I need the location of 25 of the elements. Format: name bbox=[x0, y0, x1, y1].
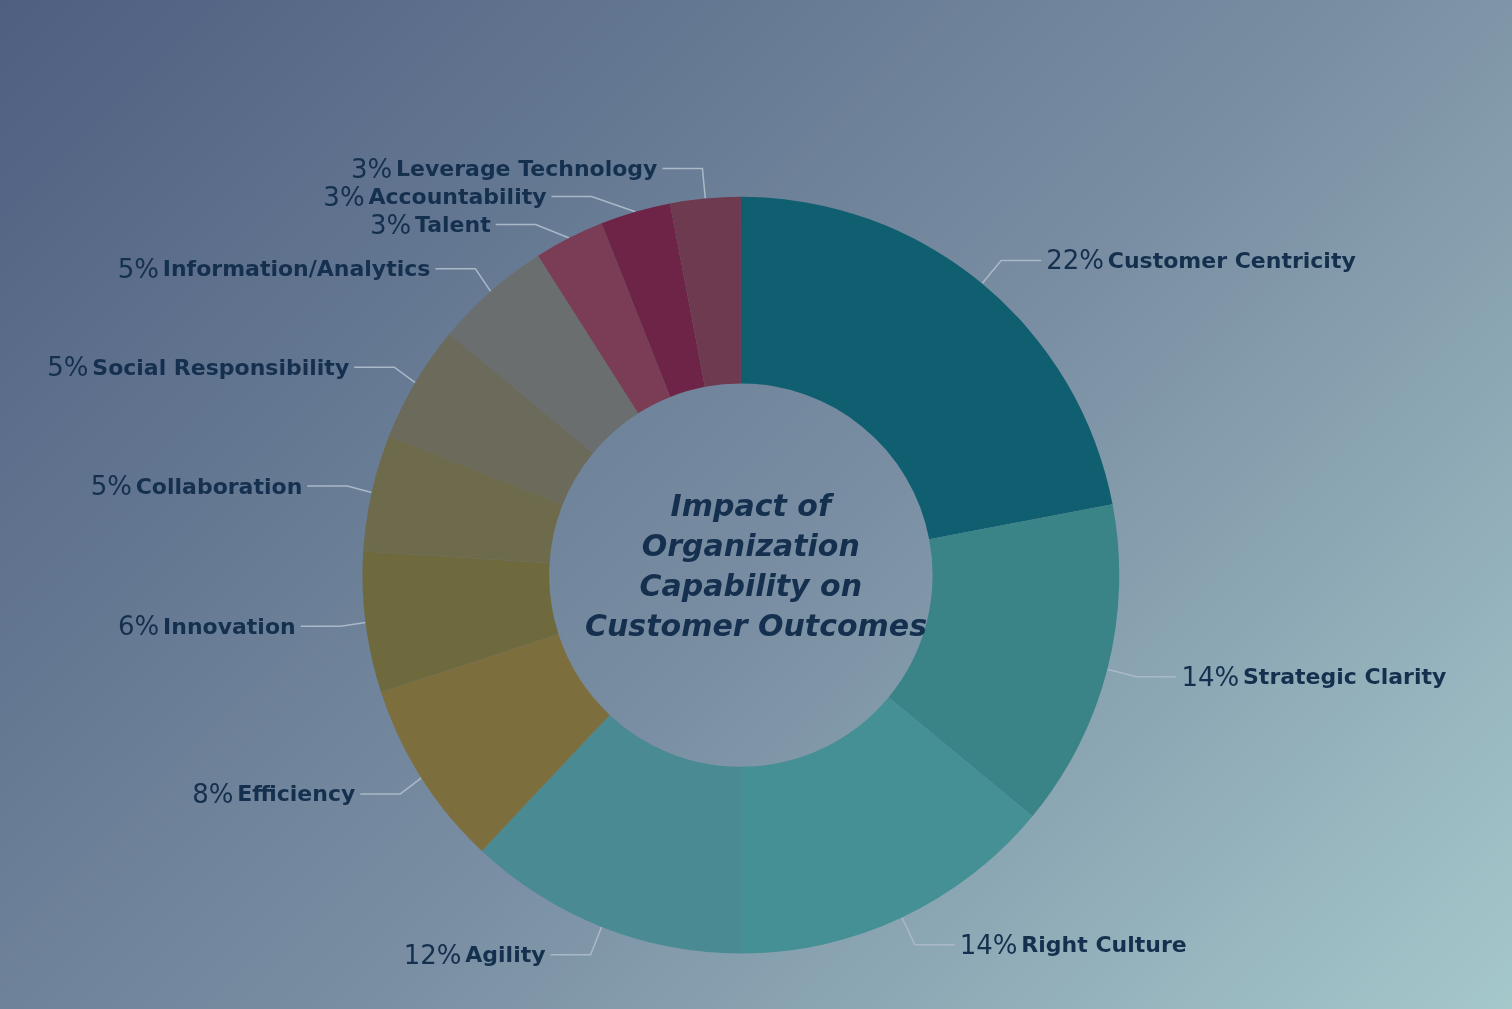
data-label: 3% bbox=[369, 209, 412, 240]
slice-label: Right Culture bbox=[1021, 932, 1187, 958]
slice-label: Innovation bbox=[163, 613, 296, 639]
data-label: 3% bbox=[323, 181, 365, 212]
slice-label: Social Responsibility bbox=[92, 354, 350, 380]
data-label: 22% bbox=[1046, 245, 1104, 276]
data-label: 5% bbox=[47, 352, 89, 383]
data-label: 5% bbox=[90, 471, 132, 502]
text: Impact of Organization Capability on Customer Outcomes bbox=[584, 487, 928, 643]
slice-label: Customer Centricity bbox=[1107, 247, 1356, 273]
data-label: 8% bbox=[192, 778, 234, 809]
data-label: 14% bbox=[959, 929, 1018, 960]
data-label: 6% bbox=[117, 611, 160, 642]
slice-label: Efficiency bbox=[237, 781, 356, 807]
data-label: 5% bbox=[117, 253, 159, 284]
slice-label: Collaboration bbox=[135, 473, 303, 499]
slice-label: Agility bbox=[465, 942, 546, 968]
slice-label: Strategic Clarity bbox=[1243, 664, 1447, 690]
data-label: 12% bbox=[403, 939, 462, 970]
data-label: 14% bbox=[1181, 661, 1240, 692]
slice-label: Leverage Technology bbox=[395, 156, 658, 182]
slice-label: Talent bbox=[415, 212, 492, 238]
slice-label: Accountability bbox=[368, 184, 547, 210]
data-label: 3% bbox=[350, 153, 393, 184]
slice-label: Information/Analytics bbox=[162, 256, 431, 282]
